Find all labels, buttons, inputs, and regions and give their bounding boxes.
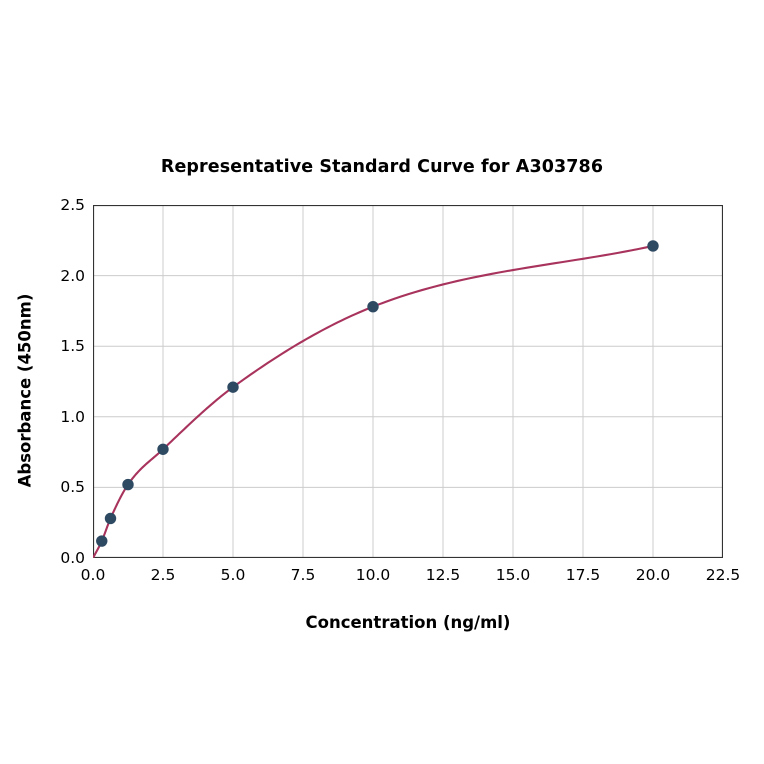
x-axis-tick-label: 20.0 xyxy=(635,566,671,584)
x-axis-tick-label: 10.0 xyxy=(355,566,391,584)
x-axis-tick-label: 0.0 xyxy=(80,566,106,584)
data-point-marker xyxy=(157,443,169,455)
x-axis-tick-labels: 0.0 2.5 5.0 7.5 10.0 12.5 15.0 17.5 20.0 22.5 xyxy=(81,566,741,590)
x-axis-tick-label: 2.5 xyxy=(150,566,176,584)
data-point-marker xyxy=(96,535,108,547)
y-axis-tick-label: 1.5 xyxy=(60,337,85,356)
x-axis-tick-label: 22.5 xyxy=(705,566,741,584)
axis-frame xyxy=(93,205,723,558)
y-axis-tick-labels: 0.0 0.5 1.0 1.5 2.0 2.5 xyxy=(23,196,85,567)
y-axis-tick-label: 2.0 xyxy=(60,266,85,285)
y-axis-tick-label: 1.0 xyxy=(60,407,85,426)
data-point-marker xyxy=(227,381,239,393)
plot-area xyxy=(93,205,723,558)
chart-title: Representative Standard Curve for A30378… xyxy=(160,157,604,177)
data-point-marker xyxy=(367,300,379,313)
x-axis-tick-label: 17.5 xyxy=(565,566,601,584)
x-axis-tick-label: 7.5 xyxy=(290,566,316,584)
x-axis-label: Concentration (ng/ml) xyxy=(305,613,511,632)
data-point-marker xyxy=(104,512,117,525)
data-point-marker xyxy=(122,478,134,491)
y-axis-tick-label: 0.5 xyxy=(60,478,85,497)
x-axis-tick-label: 15.0 xyxy=(495,566,531,584)
plot-canvas xyxy=(93,205,723,558)
data-point-marker xyxy=(647,240,659,252)
x-axis-tick-label: 12.5 xyxy=(425,566,461,584)
x-axis-tick-label: 5.0 xyxy=(220,566,246,584)
y-axis-tick-label: 0.0 xyxy=(60,549,85,567)
y-axis-tick-label: 2.5 xyxy=(60,196,85,214)
